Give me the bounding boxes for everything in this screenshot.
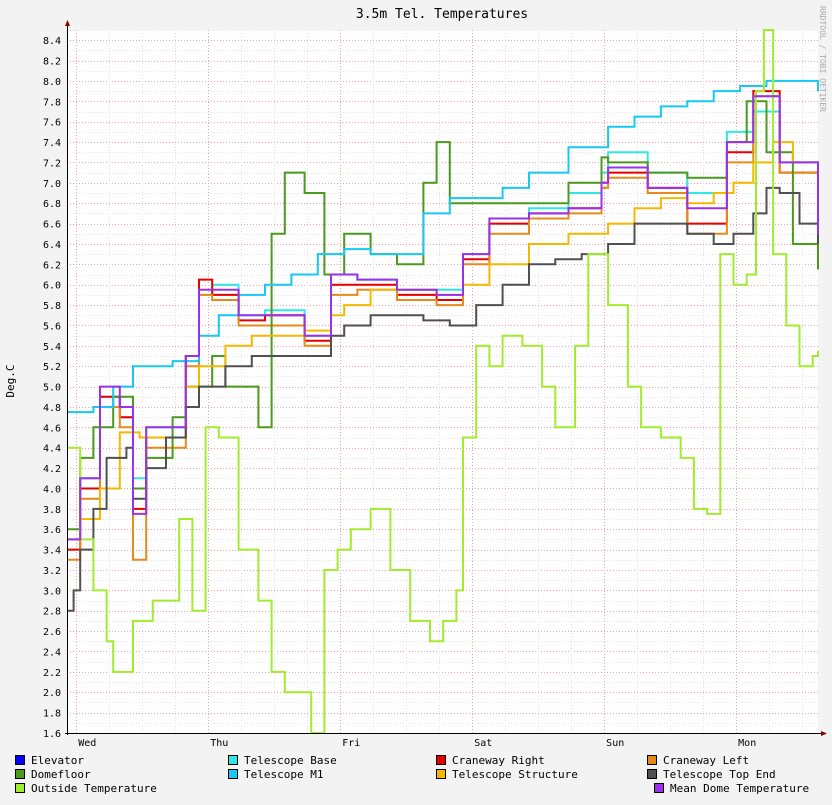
legend-swatch	[228, 755, 238, 765]
legend-item-elevator: Elevator	[15, 753, 84, 767]
y-tick-label: 3.0	[43, 586, 61, 597]
y-tick-label: 5.6	[43, 321, 61, 332]
legend-item-domefloor: Domefloor	[15, 767, 91, 781]
legend-label: Outside Temperature	[31, 781, 157, 795]
y-tick-label: 6.4	[43, 240, 61, 251]
y-tick-label: 2.8	[43, 607, 61, 618]
y-tick-label: 7.2	[43, 158, 61, 169]
legend-swatch	[15, 783, 25, 793]
y-tick-label: 4.6	[43, 423, 61, 434]
watermark: RRDTOOL / TOBI OETIKER	[818, 6, 827, 112]
y-tick-label: 4.0	[43, 484, 61, 495]
y-tick-label: 7.4	[43, 138, 61, 149]
legend-swatch	[436, 755, 446, 765]
y-tick-label: 7.0	[43, 179, 61, 190]
y-tick-label: 1.8	[43, 709, 61, 720]
legend-swatch	[647, 769, 657, 779]
legend-label: Telescope Base	[244, 753, 337, 767]
y-tick-label: 3.2	[43, 566, 61, 577]
y-tick-label: 3.8	[43, 505, 61, 516]
y-tick-label: 8.4	[43, 36, 61, 47]
y-tick-label: 1.6	[43, 729, 61, 740]
y-axis-arrow	[65, 20, 70, 26]
y-tick-label: 2.4	[43, 647, 61, 658]
y-tick-label: 6.8	[43, 199, 61, 210]
y-tick-label: 5.2	[43, 362, 61, 373]
x-tick-label: Fri	[342, 738, 360, 749]
legend-swatch	[15, 769, 25, 779]
x-ticks: Wed Thu Fri Sat Sun Mon	[78, 738, 756, 749]
legend-item-outside-temperature: Outside Temperature	[15, 781, 157, 795]
plot-area	[67, 30, 818, 733]
y-tick-label: 5.4	[43, 342, 61, 353]
series-layer	[67, 29, 819, 734]
y-tick-label: 5.8	[43, 301, 61, 312]
axes	[65, 20, 827, 736]
legend-label: Telescope M1	[244, 767, 324, 781]
y-tick-label: 8.2	[43, 57, 61, 68]
x-axis-arrow	[821, 731, 827, 736]
x-tick-label: Sun	[606, 738, 624, 749]
legend-item-telescope-top-end: Telescope Top End	[647, 767, 776, 781]
y-tick-label: 5.0	[43, 383, 61, 394]
chart-title: 3.5m Tel. Temperatures	[356, 7, 528, 22]
legend-swatch	[228, 769, 238, 779]
legend-label: Telescope Top End	[663, 767, 776, 781]
x-tick-label: Sat	[474, 738, 492, 749]
y-tick-label: 7.8	[43, 97, 61, 108]
legend-item-mean-dome-temperature: Mean Dome Temperature	[654, 781, 809, 795]
legend-swatch	[654, 783, 664, 793]
y-tick-label: 6.2	[43, 260, 61, 271]
y-tick-label: 4.8	[43, 403, 61, 414]
legend-label: Craneway Left	[663, 753, 750, 767]
series-line-outside-temperature	[67, 29, 819, 734]
legend-item-telescope-m1: Telescope M1	[228, 767, 323, 781]
plot-background	[67, 30, 818, 733]
legend-swatch	[436, 769, 446, 779]
y-tick-label: 6.0	[43, 281, 61, 292]
grid	[67, 30, 818, 734]
y-tick-label: 2.2	[43, 668, 61, 679]
y-tick-label: 4.4	[43, 444, 61, 455]
y-tick-label: 6.6	[43, 220, 61, 231]
y-ticks: 1.6 1.8 2.0 2.2 2.4 2.6 2.8 3.0 3.2 3.4 3.6 3.8 4.0 4…	[43, 36, 61, 740]
y-tick-label: 4.2	[43, 464, 61, 475]
x-tick-label: Mon	[738, 738, 756, 749]
series-line-mean-dome-temperature	[67, 95, 819, 541]
x-tick-label: Wed	[78, 738, 96, 749]
y-tick-label: 3.6	[43, 525, 61, 536]
series-line-telescope-m1	[67, 79, 819, 414]
y-tick-label: 8.0	[43, 77, 61, 88]
legend-item-craneway-left: Craneway Left	[647, 753, 749, 767]
series-line-domefloor	[67, 100, 819, 531]
legend-label: Telescope Structure	[452, 767, 578, 781]
legend-label: Domefloor	[31, 767, 91, 781]
legend-swatch	[647, 755, 657, 765]
legend-label: Mean Dome Temperature	[670, 781, 810, 795]
legend-item-telescope-base: Telescope Base	[228, 753, 337, 767]
legend-label: Elevator	[31, 753, 84, 767]
legend-label: Craneway Right	[452, 753, 545, 767]
y-tick-label: 3.4	[43, 546, 61, 557]
y-tick-label: 2.0	[43, 688, 61, 699]
legend-item-craneway-right: Craneway Right	[436, 753, 545, 767]
y-tick-label: 7.6	[43, 118, 61, 129]
y-axis-label: Deg.C	[4, 364, 17, 397]
legend-item-telescope-structure: Telescope Structure	[436, 767, 578, 781]
legend-swatch	[15, 755, 25, 765]
x-tick-label: Thu	[210, 738, 228, 749]
y-tick-label: 2.6	[43, 627, 61, 638]
